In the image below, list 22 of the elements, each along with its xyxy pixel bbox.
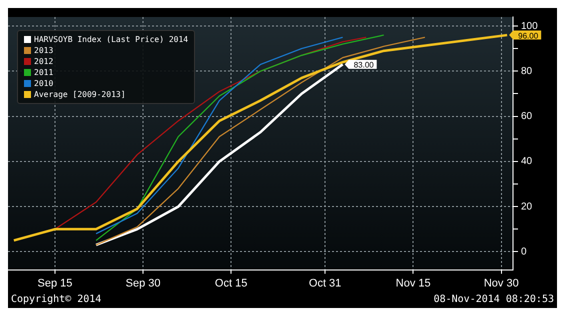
y-tick-label: 80 (521, 66, 533, 77)
legend-label: 2012 (34, 56, 54, 67)
x-tick-label: Nov 30 (484, 277, 519, 290)
legend-label: HARVSOYB Index (Last Price) 2014 (34, 34, 188, 45)
text: 08-Nov-2014 08:20:53 (434, 294, 554, 305)
data-label: 96.00 (518, 31, 539, 40)
y-tick-label: 0 (521, 246, 527, 258)
legend-label: 2010 (34, 78, 54, 89)
x-tick-label: Sep 30 (126, 277, 160, 290)
x-tick-label: Sep 15 (38, 277, 72, 290)
x-tick-label: Oct 31 (308, 277, 342, 290)
y-tick-label: 20 (521, 201, 533, 212)
y-tick-label: 40 (521, 156, 533, 168)
legend-label: 2013 (34, 45, 54, 56)
x-tick-label: Nov 15 (396, 277, 431, 290)
y-tick-label: 60 (521, 111, 533, 122)
legend-label: 2011 (34, 67, 54, 78)
legend-label: Average [2009-2013] (34, 89, 126, 100)
x-tick-label: Oct 15 (214, 277, 248, 290)
text: Copyright© 2014 (11, 294, 102, 305)
y-tick-label: 100 (521, 20, 538, 32)
data-label: 83.00 (354, 60, 374, 70)
